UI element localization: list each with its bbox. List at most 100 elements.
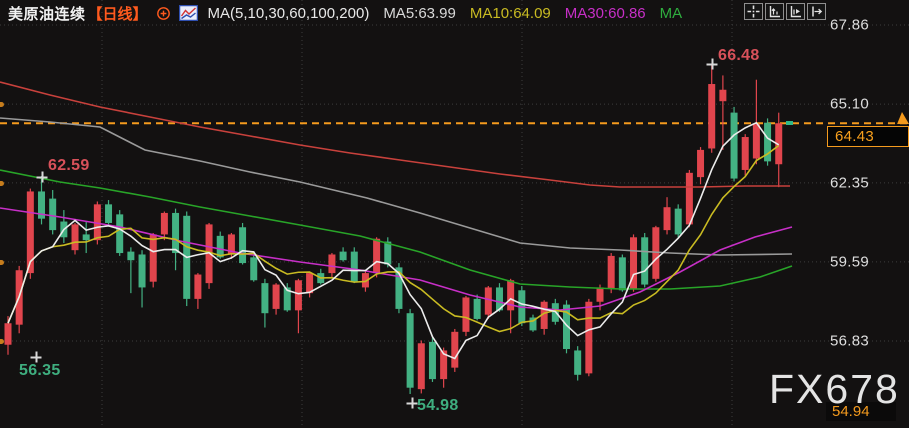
ma30-value: MA30:60.86 xyxy=(564,4,646,22)
candle-body xyxy=(239,227,247,264)
candle-body xyxy=(719,89,727,102)
candle-body xyxy=(172,212,180,254)
pan-crosshair-icon xyxy=(747,5,760,18)
candle-body xyxy=(630,237,638,289)
candle-body xyxy=(160,212,168,235)
candle-body xyxy=(339,251,347,261)
price-axis-label: 67.86 xyxy=(830,16,870,34)
symbol-title: 美原油连续 xyxy=(8,5,86,23)
candle-body xyxy=(775,123,783,165)
candle-body xyxy=(529,317,537,331)
candle-body xyxy=(674,208,682,235)
candle-body xyxy=(194,274,202,299)
scale-axis-right-button[interactable] xyxy=(786,3,805,20)
candle-body xyxy=(283,287,291,311)
candle-body xyxy=(462,297,470,332)
price-annotation-label: 66.48 xyxy=(718,47,760,64)
candle-body xyxy=(473,298,481,319)
candle-body xyxy=(350,251,358,282)
candle-body xyxy=(127,251,135,261)
candle-body xyxy=(730,112,738,179)
scale-axis-left-button[interactable] xyxy=(765,3,784,20)
candle-body xyxy=(82,234,90,241)
ma10-line xyxy=(7,144,780,333)
candle-body xyxy=(685,172,693,225)
candle-body xyxy=(764,122,772,162)
candle-body xyxy=(328,254,336,274)
ma10-value: MA10:64.09 xyxy=(469,4,551,22)
pop-out-button[interactable] xyxy=(807,3,826,20)
candle-body xyxy=(697,149,705,178)
price-annotation-label: 62.59 xyxy=(48,157,90,174)
candle-body xyxy=(641,237,649,285)
candle-body xyxy=(507,280,515,311)
watermark-logo: FX678 xyxy=(769,366,900,412)
chart-type-icon[interactable] xyxy=(178,5,198,21)
candle-body xyxy=(406,313,414,388)
candle-body xyxy=(741,137,749,170)
ma5-value: MA5:63.99 xyxy=(383,4,456,22)
candle-body xyxy=(451,331,459,368)
candle-body xyxy=(663,207,671,231)
candle-body xyxy=(294,280,302,311)
candle-body xyxy=(384,241,392,265)
ma30-line xyxy=(0,207,793,311)
price-axis-label: 62.35 xyxy=(830,174,870,192)
candle-body xyxy=(585,301,593,374)
price-axis-label: 65.10 xyxy=(830,95,870,113)
current-price-value: 64.43 xyxy=(835,128,875,145)
last-close-tick xyxy=(786,121,793,125)
candle-body xyxy=(563,304,570,350)
candle-body xyxy=(306,273,314,294)
candle-body xyxy=(574,350,582,375)
ma60-line xyxy=(0,169,793,290)
scale-axis-right-icon xyxy=(790,6,801,18)
candle-body xyxy=(708,84,716,149)
add-indicator-icon[interactable] xyxy=(156,6,171,21)
ma100-line xyxy=(0,117,793,256)
timeframe-label: 【日线】 xyxy=(87,5,148,23)
candle-body xyxy=(149,234,157,282)
candle-body xyxy=(540,301,548,329)
extreme-cross-marker xyxy=(706,58,718,70)
ma-more-label: MA xyxy=(659,4,683,22)
candle-body xyxy=(4,323,12,345)
candle-body xyxy=(138,254,146,288)
candle-body xyxy=(116,214,124,254)
left-axis-tick xyxy=(0,259,4,265)
candle-body xyxy=(428,341,436,380)
candle-body xyxy=(272,284,280,309)
candle-body xyxy=(618,257,626,291)
candle-body xyxy=(361,273,369,288)
candle-body xyxy=(495,287,503,311)
left-axis-tick xyxy=(0,180,4,186)
candle-body xyxy=(395,267,403,309)
price-axis-label: 59.59 xyxy=(830,253,870,271)
candle-body xyxy=(261,283,269,314)
candle-body xyxy=(105,204,113,223)
pan-crosshair-button[interactable] xyxy=(744,3,763,20)
candle-body xyxy=(652,227,660,279)
candle-body xyxy=(596,287,604,302)
candle-body xyxy=(250,257,258,281)
left-axis-tick xyxy=(0,338,4,344)
ma5-line xyxy=(7,121,780,360)
candle-body xyxy=(484,287,492,315)
extreme-cross-marker xyxy=(406,397,418,409)
candle-body xyxy=(752,124,760,159)
candle-body xyxy=(607,255,615,289)
candle-body xyxy=(49,198,57,231)
price-annotation-label: 56.35 xyxy=(19,362,61,379)
current-price-box: 64.43 xyxy=(827,126,909,147)
price-axis-label: 56.83 xyxy=(830,332,870,350)
price-flag-icon xyxy=(897,112,909,124)
candle-body xyxy=(93,204,101,241)
candle-body xyxy=(71,224,79,251)
axis-bottom-price-label: 54.94 xyxy=(826,402,896,421)
candle-body xyxy=(373,238,381,274)
candle-body xyxy=(38,191,46,219)
candle-body xyxy=(417,343,425,390)
extreme-cross-marker xyxy=(30,351,42,363)
